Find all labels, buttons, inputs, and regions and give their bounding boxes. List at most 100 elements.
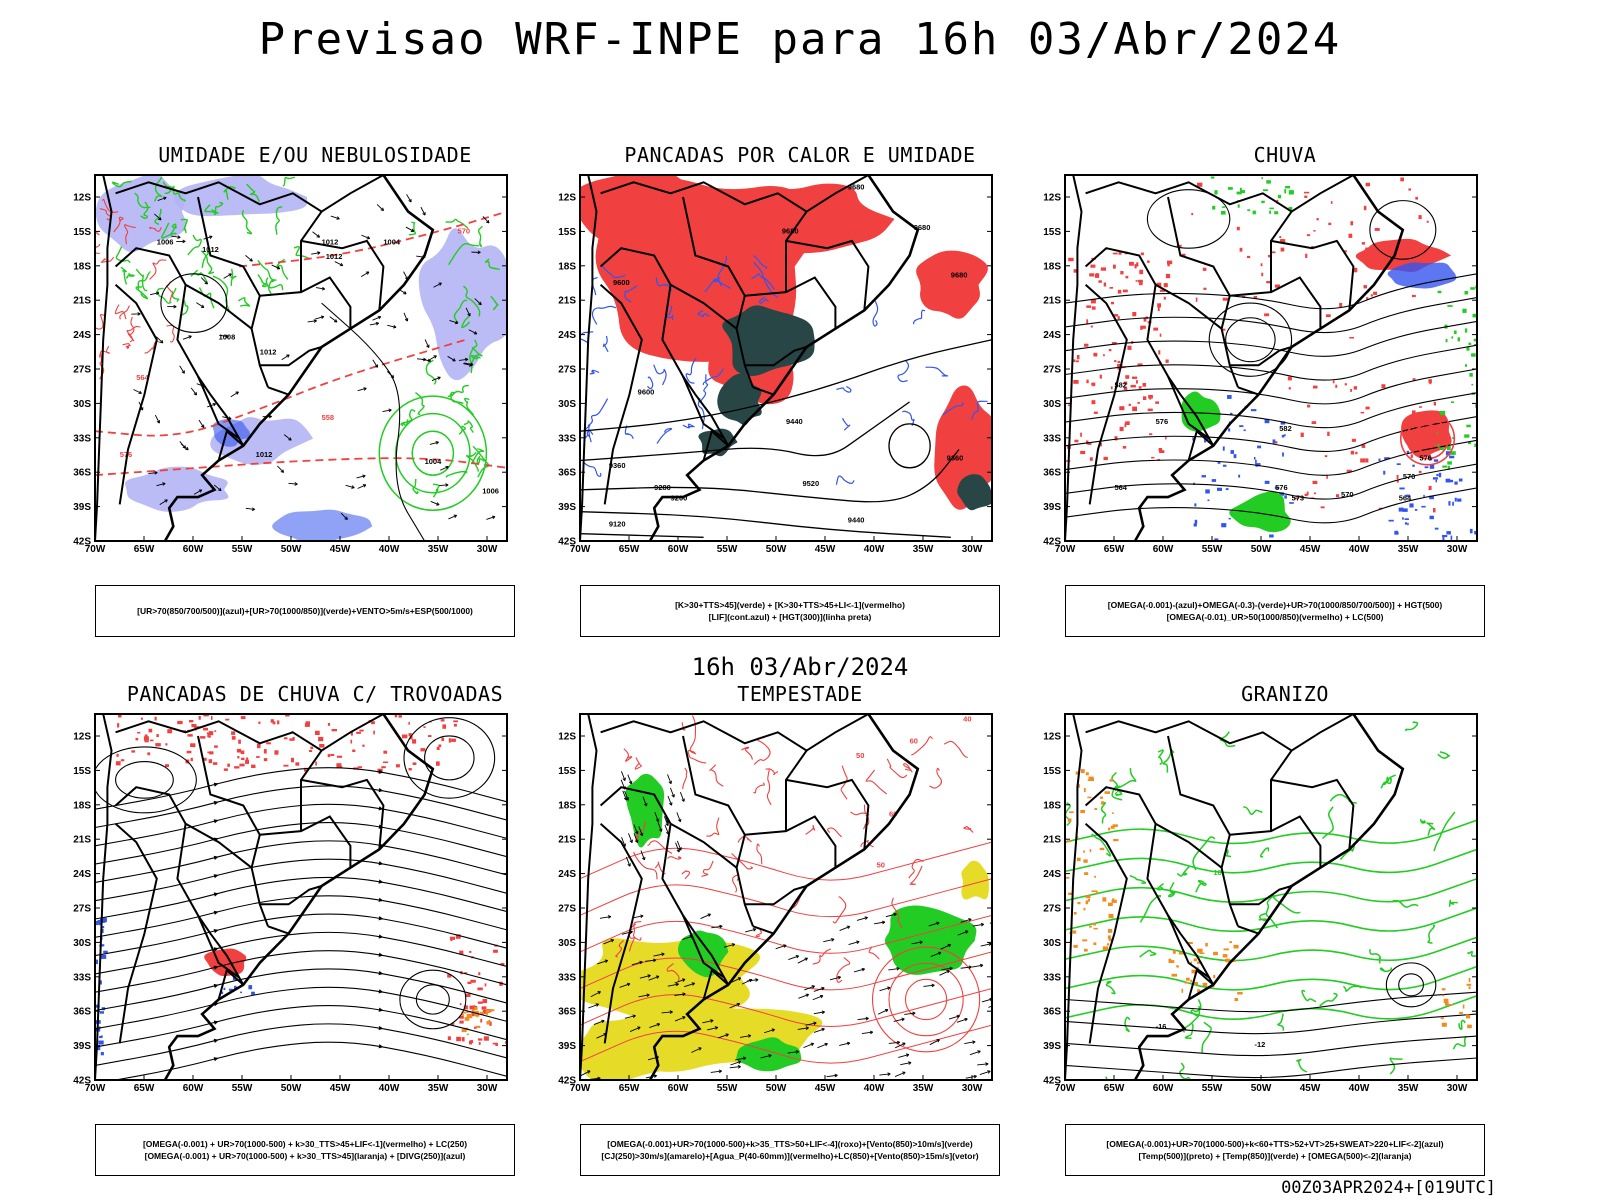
omega-500-orange bbox=[1105, 791, 1111, 794]
lon-tick-label: 70W bbox=[570, 544, 591, 555]
temperature-850-contour bbox=[1370, 949, 1381, 963]
state-border bbox=[1086, 714, 1354, 751]
lifted-index-contour bbox=[686, 358, 696, 383]
storm-area-red bbox=[413, 762, 417, 765]
lat-tick-label: 12S bbox=[73, 732, 91, 743]
storm-area-red bbox=[310, 747, 313, 750]
lat-tick-label: 39S bbox=[1043, 502, 1061, 513]
geopotential-ring bbox=[889, 424, 930, 468]
rain-area-red bbox=[1118, 316, 1120, 319]
storm-area-red bbox=[155, 743, 161, 746]
legend-box: [OMEGA(-0.001) + UR>70(1000-500) + k>30_… bbox=[95, 1124, 515, 1176]
storm-area-red bbox=[191, 724, 196, 727]
storm-area-red bbox=[315, 762, 317, 766]
lon-tick-label: 50W bbox=[1251, 544, 1272, 555]
omega-500-orange bbox=[1102, 897, 1106, 901]
state-border bbox=[745, 817, 836, 868]
lat-tick-label: 36S bbox=[73, 468, 91, 479]
state-border bbox=[1189, 431, 1214, 460]
lon-tick-label: 55W bbox=[1202, 1083, 1223, 1094]
rain-area-red bbox=[1103, 354, 1105, 356]
contour-label: 9440 bbox=[848, 516, 865, 525]
storm-area-red bbox=[165, 743, 167, 745]
storm-area-red bbox=[478, 1038, 482, 1040]
omega-500-orange bbox=[1229, 941, 1232, 943]
humidity-contour-green bbox=[452, 386, 469, 397]
contour-label: 570 bbox=[1403, 472, 1416, 481]
lon-tick-label: 70W bbox=[85, 1083, 106, 1094]
rain-area-red bbox=[1166, 274, 1170, 278]
storm-area-red bbox=[234, 766, 239, 768]
rain-area-red bbox=[1371, 294, 1373, 296]
lon-tick-label: 60W bbox=[183, 544, 204, 555]
omega-500-orange bbox=[1169, 960, 1174, 963]
rain-area-red bbox=[1132, 377, 1137, 379]
omega-area-blue bbox=[1394, 531, 1398, 535]
lat-tick-label: 18S bbox=[558, 800, 576, 811]
streamline-arrow bbox=[379, 989, 384, 993]
storm-area-red bbox=[237, 756, 239, 758]
storm-area-red bbox=[117, 723, 119, 727]
streamline-arrow bbox=[379, 879, 384, 883]
omega-500-orange bbox=[1213, 975, 1215, 978]
omega-500-orange bbox=[1203, 983, 1208, 987]
omega-area-green bbox=[1278, 195, 1281, 199]
omega-500-orange bbox=[1084, 949, 1088, 952]
storm-area-red bbox=[482, 1006, 487, 1009]
rain-area-red bbox=[1132, 312, 1136, 316]
storm-area-red bbox=[319, 744, 324, 748]
omega-area-blue bbox=[1257, 446, 1261, 449]
humidity-contour-green bbox=[231, 269, 236, 286]
state-border bbox=[1086, 824, 1127, 1044]
storm-area-red bbox=[305, 723, 310, 727]
rain-area-red bbox=[1139, 386, 1142, 389]
legend-line: [OMEGA(-0.001)+UR>70(1000-500)+k>35_TTS>… bbox=[607, 1138, 972, 1150]
rain-area-red bbox=[1113, 253, 1118, 255]
omega-500-orange bbox=[1223, 954, 1228, 957]
lon-tick-label: 60W bbox=[668, 544, 689, 555]
rain-area-red bbox=[1100, 375, 1102, 379]
temperature-850-contour bbox=[1297, 1060, 1307, 1072]
streamline bbox=[95, 987, 507, 1029]
storm-area-red bbox=[309, 750, 312, 752]
state-border bbox=[186, 824, 252, 868]
contour-label: 40 bbox=[963, 714, 971, 723]
panel-title: PANCADAS DE CHUVA C/ TROVOADAS bbox=[95, 682, 535, 706]
rain-area-red bbox=[1127, 346, 1131, 350]
storm-area-red bbox=[483, 999, 488, 1003]
temperature-850-contour bbox=[1320, 993, 1337, 1006]
rain-area-red bbox=[1125, 375, 1129, 379]
rain-area-red bbox=[1349, 234, 1353, 238]
omega-500-orange bbox=[1467, 1025, 1472, 1029]
contour-label: 50 bbox=[877, 861, 885, 870]
thickness-contour-red bbox=[150, 260, 167, 280]
lat-tick-label: 12S bbox=[73, 193, 91, 204]
omega-area-blue bbox=[1403, 508, 1408, 512]
humidity-contour-green bbox=[127, 273, 134, 278]
state-border bbox=[301, 751, 322, 832]
omega-500-orange bbox=[1237, 992, 1243, 995]
omega-500-orange bbox=[1089, 926, 1092, 928]
omega-area-blue bbox=[1379, 459, 1381, 462]
omega-area-blue bbox=[1454, 482, 1457, 485]
temperature-500-ring bbox=[1399, 974, 1424, 996]
lon-tick-label: 65W bbox=[1104, 1083, 1125, 1094]
lat-tick-label: 24S bbox=[1043, 869, 1061, 880]
omega-500-orange bbox=[1081, 769, 1085, 773]
omega-area-blue bbox=[1442, 535, 1447, 537]
precipitable-water-contour bbox=[624, 749, 632, 762]
legend-line: [K>30+TTS>45](verde) + [K>30+TTS>45+LI<-… bbox=[675, 599, 905, 611]
storm-area-orange bbox=[467, 1014, 473, 1018]
wind-arrow bbox=[387, 371, 393, 377]
storm-area-red bbox=[356, 732, 361, 734]
thickness-contour-red bbox=[167, 325, 175, 342]
contour-label: 1004 bbox=[425, 457, 443, 466]
state-border bbox=[601, 714, 869, 751]
omega-500-orange bbox=[1083, 850, 1085, 852]
omega-area-green bbox=[1454, 331, 1457, 335]
low-center-contour bbox=[1226, 318, 1275, 362]
rain-area-red bbox=[1137, 402, 1140, 404]
rain-area-red bbox=[1123, 446, 1126, 449]
contour-label: 1006 bbox=[157, 238, 174, 247]
